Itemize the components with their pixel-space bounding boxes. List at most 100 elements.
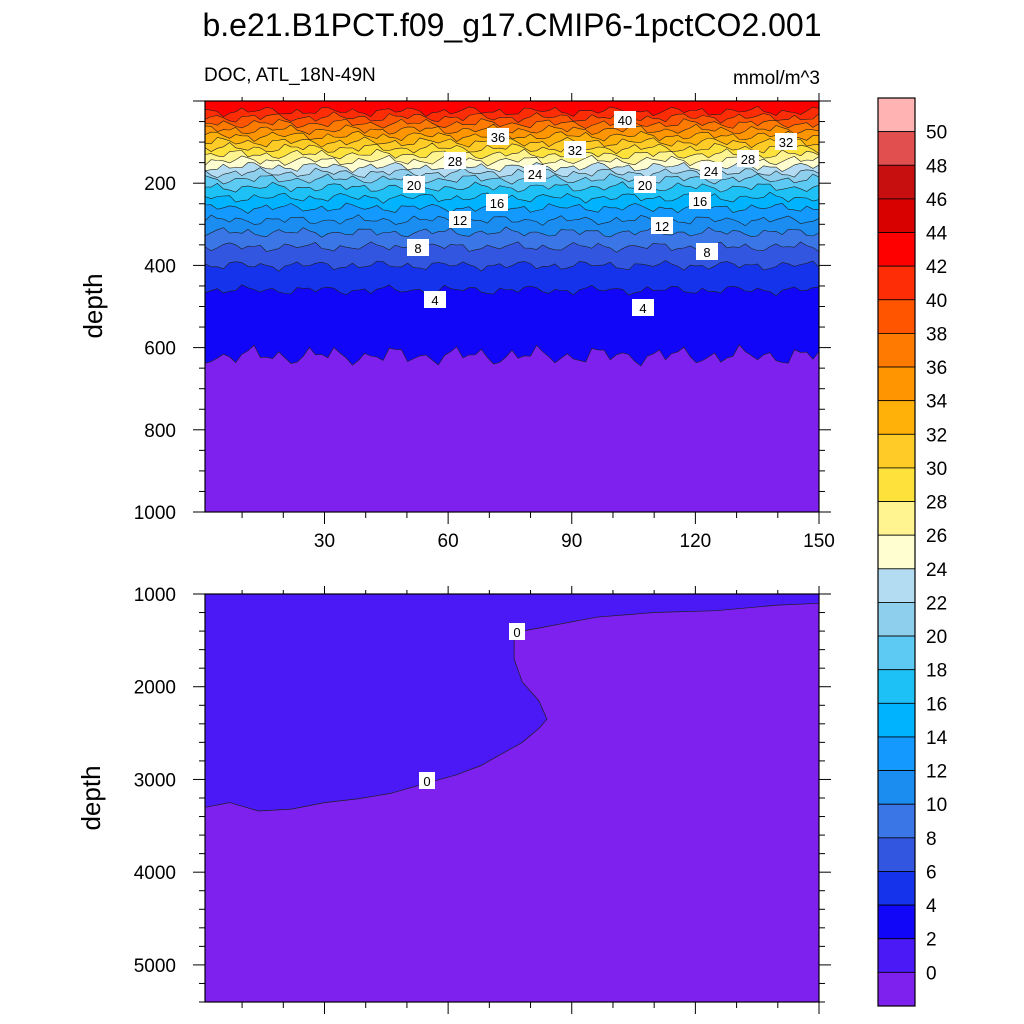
svg-text:12: 12 xyxy=(453,213,467,228)
top-contour-label: 8 xyxy=(696,243,718,260)
top-contour-line-28 xyxy=(205,148,819,160)
colorbar-box xyxy=(877,702,916,738)
colorbar-frame xyxy=(877,97,916,1007)
colorbar-box xyxy=(877,837,916,872)
top-contour-label: 32 xyxy=(775,133,797,150)
svg-text:20: 20 xyxy=(407,178,421,193)
colorbar-box xyxy=(877,366,916,402)
top-contour-line-30 xyxy=(205,142,819,155)
colorbar-label: 38 xyxy=(926,324,947,345)
svg-text:16: 16 xyxy=(490,196,504,211)
top-x-tick-label: 150 xyxy=(803,531,835,552)
svg-text:12: 12 xyxy=(655,219,669,234)
colorbar-box xyxy=(877,803,916,839)
bottom-contour-label: 0 xyxy=(419,772,435,789)
colorbar-box xyxy=(877,568,916,603)
top-contour-line-40 xyxy=(205,111,819,124)
svg-text:4: 4 xyxy=(431,293,438,308)
svg-text:8: 8 xyxy=(703,245,710,260)
colorbar-box xyxy=(877,770,916,805)
colorbar-box xyxy=(877,131,916,166)
top-contour-line-42 xyxy=(205,105,819,118)
svg-text:8: 8 xyxy=(414,241,421,256)
top-subtitle-left: DOC, ATL_18N-49N xyxy=(204,65,376,86)
bottom-y-tick-label: 3000 xyxy=(134,770,176,791)
bottom-contour-label: 0 xyxy=(509,623,525,640)
top-y-tick-label: 400 xyxy=(144,256,176,277)
top-contour-label: 4 xyxy=(424,291,446,308)
colorbar-label: 46 xyxy=(926,190,947,211)
top-contour-label: 24 xyxy=(700,162,722,179)
svg-text:36: 36 xyxy=(491,130,505,145)
colorbar-box xyxy=(877,433,916,469)
top-y-tick-label: 1000 xyxy=(134,503,176,524)
bottom-contour-lines xyxy=(205,602,819,812)
colorbar-box xyxy=(877,97,916,133)
top-contour-label: 12 xyxy=(449,211,471,228)
top-y-tick-label: 600 xyxy=(144,339,176,360)
colorbar-label: 2 xyxy=(926,930,937,951)
top-axes: 30 60 90 120 150 200 400 600 800 1000 xyxy=(134,93,835,552)
colorbar-box xyxy=(877,534,916,570)
top-x-tick-label: 120 xyxy=(680,531,712,552)
top-contour-line-16 xyxy=(205,191,819,204)
colorbar-label: 0 xyxy=(926,963,937,984)
top-contour-line-36 xyxy=(205,123,819,135)
colorbar-label: 40 xyxy=(926,291,947,312)
top-contour-label: 40 xyxy=(614,111,636,128)
colorbar-box xyxy=(877,904,916,940)
top-contour-label: 20 xyxy=(634,176,656,193)
top-contour-label: 4 xyxy=(632,299,654,316)
colorbar-label: 8 xyxy=(926,829,937,850)
top-y-tick-label: 800 xyxy=(144,421,176,442)
colorbar-box xyxy=(877,669,916,704)
colorbar-label: 30 xyxy=(926,459,947,480)
colorbar-label: 16 xyxy=(926,694,947,715)
top-contour-label: 8 xyxy=(407,239,429,256)
svg-text:0: 0 xyxy=(513,625,520,640)
colorbar-box xyxy=(877,265,916,301)
top-contour-line-10 xyxy=(205,226,819,238)
top-contour-label: 28 xyxy=(444,152,466,169)
top-contour-line-14 xyxy=(205,202,819,214)
bottom-ylabel: depth xyxy=(76,765,106,830)
colorbar-box xyxy=(877,400,916,435)
top-contour-label: 24 xyxy=(524,165,546,182)
svg-text:28: 28 xyxy=(448,154,462,169)
colorbar-label: 44 xyxy=(926,224,948,245)
colorbar-label: 36 xyxy=(926,358,947,379)
colorbar-label: 10 xyxy=(926,795,947,816)
top-contour-line-4 xyxy=(205,284,819,297)
colorbar-box xyxy=(877,602,916,637)
colorbar-label: 6 xyxy=(926,862,937,883)
svg-text:16: 16 xyxy=(693,194,707,209)
top-filled-contours xyxy=(205,101,819,512)
svg-text:28: 28 xyxy=(741,152,755,167)
chart-title: b.e21.B1PCT.f09_g17.CMIP6-1pctCO2.001 xyxy=(202,7,821,43)
colorbar-box xyxy=(877,299,916,334)
colorbar-box xyxy=(877,198,916,233)
top-fill-band-42 xyxy=(205,101,819,117)
colorbar-label: 42 xyxy=(926,257,947,278)
top-x-tick-label: 60 xyxy=(438,531,459,552)
top-contour-line-12 xyxy=(205,214,819,227)
top-contour-line-2 xyxy=(205,344,819,367)
colorbar-label: 18 xyxy=(926,661,947,682)
bottom-y-tick-label: 2000 xyxy=(134,678,176,699)
top-contour-label: 36 xyxy=(487,128,509,145)
svg-text:24: 24 xyxy=(704,164,718,179)
colorbar-label: 26 xyxy=(926,526,947,547)
top-subtitle-right: mmol/m^3 xyxy=(733,68,820,89)
colorbar-label: 4 xyxy=(926,896,937,917)
svg-text:4: 4 xyxy=(639,301,646,316)
bottom-filled-contours xyxy=(205,594,819,1002)
top-contour-labels: 40 36 32 32 28 28 24 24 20 20 16 16 12 12 8 8 4 4 xyxy=(403,111,797,316)
colorbar-box xyxy=(877,501,916,536)
colorbar-box xyxy=(877,232,916,267)
top-x-tick-label: 90 xyxy=(561,531,582,552)
top-ylabel: depth xyxy=(78,273,108,338)
bottom-y-tick-label: 5000 xyxy=(134,956,176,977)
colorbar-label: 48 xyxy=(926,156,947,177)
colorbar-label: 32 xyxy=(926,425,947,446)
